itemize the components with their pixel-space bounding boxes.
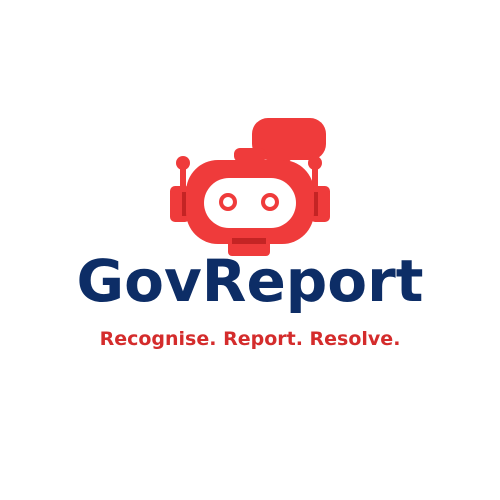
eye-icon [219, 193, 237, 211]
brand-name: GovReport [76, 247, 424, 315]
eye-icon [261, 193, 279, 211]
brand-tagline: Recognise. Report. Resolve. [99, 328, 401, 350]
robot-head-icon [170, 148, 330, 256]
